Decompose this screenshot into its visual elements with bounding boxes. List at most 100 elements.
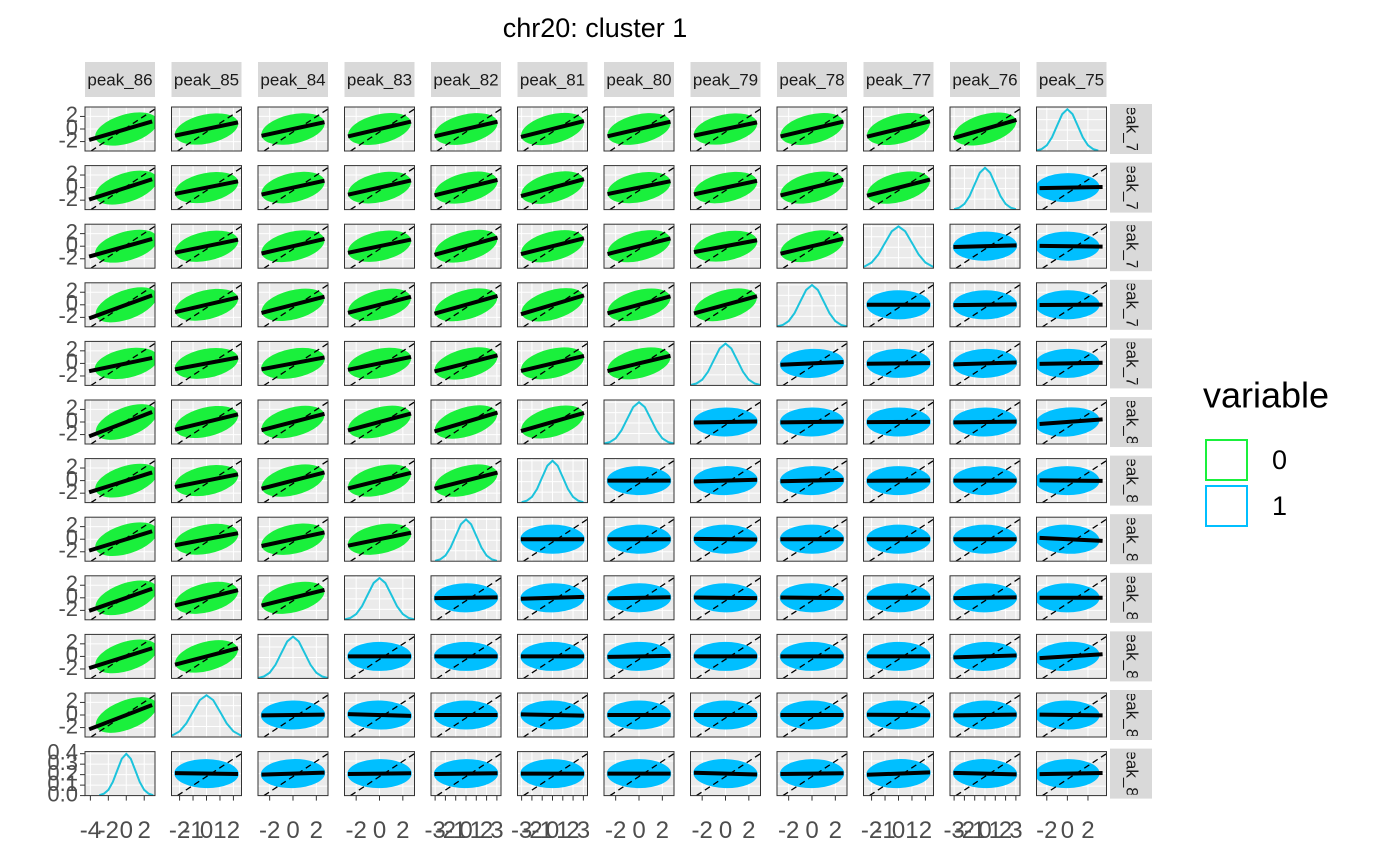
fit-line: [88, 119, 153, 142]
panel: [777, 575, 847, 620]
panel: [171, 107, 242, 151]
fit-line: [1039, 770, 1103, 777]
panel-border: [863, 223, 934, 269]
y-tick-label: 0: [66, 115, 78, 140]
fit-line: [174, 355, 239, 372]
panel-border: [949, 633, 1021, 679]
identity-line: [523, 753, 588, 796]
panel-border: [171, 575, 242, 621]
identity-line: [1042, 694, 1107, 737]
fit-line: [174, 412, 239, 432]
panel: [950, 107, 1020, 151]
identity-line: [869, 635, 934, 679]
panel-border: [949, 223, 1021, 269]
panel: [85, 634, 155, 679]
y-tick-label: 0.0: [47, 781, 78, 806]
strip: [431, 62, 501, 97]
panel-border: [344, 575, 415, 621]
fit-line: [953, 712, 1017, 718]
x-tick-label: 2: [999, 817, 1012, 844]
panel: [777, 634, 847, 679]
panel: [863, 458, 934, 503]
x-tick-label: -2: [345, 817, 366, 844]
identity-line: [263, 167, 328, 210]
fit-line: [1039, 360, 1103, 366]
fit-line: [607, 119, 671, 139]
identity-line: [782, 225, 847, 269]
x-tick-label: -2: [435, 817, 456, 844]
identity-line: [955, 577, 1020, 620]
panel-border: [84, 751, 156, 797]
fit-line: [261, 588, 325, 608]
panel: [950, 400, 1020, 444]
panel-border: [171, 282, 242, 328]
identity-line: [350, 108, 415, 151]
x-tick-label: 2: [310, 817, 323, 844]
panel: [344, 224, 415, 269]
identity-line: [523, 694, 588, 737]
strip: [1110, 162, 1152, 213]
x-tick-label: 0: [546, 817, 559, 844]
panel-border: [776, 165, 848, 211]
panel: [777, 751, 847, 796]
x-tick-label: 2: [138, 817, 151, 844]
panel-border: [603, 458, 675, 504]
identity-line: [1042, 342, 1107, 386]
density-line: [777, 283, 847, 327]
x-tick-label: 0: [286, 817, 299, 844]
panel: [258, 400, 328, 444]
panel-border: [603, 340, 675, 386]
x-tick-label: 0: [719, 817, 732, 844]
x-tick-label: 0: [200, 817, 213, 844]
panel: [950, 693, 1020, 737]
panel: [690, 458, 761, 503]
identity-line: [869, 694, 934, 737]
fit-line: [174, 531, 239, 548]
identity-line: [263, 577, 328, 620]
panel-border: [863, 106, 934, 152]
panel-border: [949, 516, 1021, 562]
identity-line: [350, 753, 415, 796]
x-tick-label: 0: [632, 817, 645, 844]
x-tick-label: -1: [182, 817, 203, 844]
strip-label: peak_75: [1039, 70, 1104, 89]
panel-border: [776, 106, 848, 152]
fit-line: [434, 177, 498, 198]
strip-label: peak_83: [1123, 565, 1142, 630]
panel: [690, 634, 761, 679]
panel: [258, 693, 328, 737]
identity-line: [177, 167, 242, 210]
panel: [604, 282, 674, 327]
identity-line: [869, 753, 934, 796]
y-tick-label: 2: [66, 395, 78, 420]
fit-line: [1039, 184, 1103, 191]
fit-line: [953, 595, 1017, 601]
panel: [258, 282, 328, 327]
identity-line: [436, 635, 501, 679]
y-tick-label: -2: [58, 596, 78, 621]
fit-line: [261, 712, 325, 718]
identity-line: [609, 635, 674, 679]
identity-line: [263, 108, 328, 151]
panel: [517, 400, 588, 444]
panel-border: [430, 165, 502, 211]
panel-border: [949, 106, 1021, 152]
panel-border: [1036, 516, 1107, 562]
fit-line: [520, 119, 585, 139]
identity-line: [1042, 635, 1107, 679]
panel-border: [171, 340, 242, 386]
panel-border: [776, 282, 848, 328]
y-tick-label: -2: [58, 362, 78, 387]
panel: [171, 341, 242, 386]
fit-line: [260, 411, 326, 433]
identity-line: [1042, 577, 1107, 620]
strip: [1110, 572, 1152, 623]
panel-border: [430, 692, 502, 738]
strip-label: peak_85: [1123, 682, 1142, 747]
x-tick-label: -2: [605, 817, 626, 844]
fit-line: [347, 530, 412, 548]
fit-line: [520, 594, 585, 601]
panel: [344, 458, 415, 503]
panel-border: [344, 340, 415, 386]
panel: [517, 165, 588, 210]
